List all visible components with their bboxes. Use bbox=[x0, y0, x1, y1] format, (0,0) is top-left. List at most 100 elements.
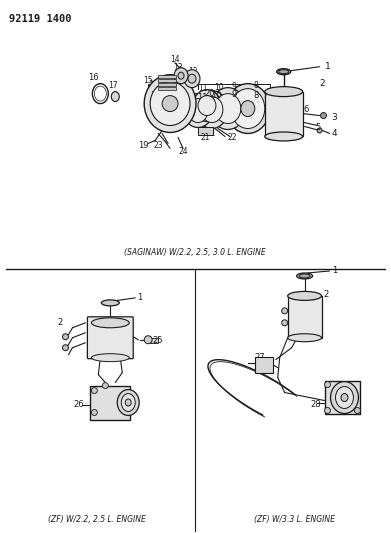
Bar bbox=[150, 338, 158, 343]
Ellipse shape bbox=[183, 94, 213, 127]
Text: 7: 7 bbox=[262, 91, 267, 100]
Circle shape bbox=[325, 408, 330, 414]
Text: 92119 1400: 92119 1400 bbox=[9, 14, 71, 24]
Circle shape bbox=[144, 336, 152, 344]
Text: (SAGINAW) W/2.2, 2.5, 3.0 L. ENGINE: (SAGINAW) W/2.2, 2.5, 3.0 L. ENGINE bbox=[124, 248, 266, 257]
Text: (ZF) W/2.2, 2.5 L. ENGINE: (ZF) W/2.2, 2.5 L. ENGINE bbox=[48, 515, 146, 524]
Ellipse shape bbox=[226, 84, 270, 133]
Text: 19: 19 bbox=[138, 141, 149, 150]
Bar bbox=[158, 79, 176, 82]
Ellipse shape bbox=[231, 88, 265, 128]
Ellipse shape bbox=[341, 393, 348, 401]
Text: 22: 22 bbox=[227, 133, 237, 142]
Bar bbox=[158, 75, 176, 78]
Text: 9: 9 bbox=[231, 82, 236, 91]
Ellipse shape bbox=[91, 318, 129, 328]
Ellipse shape bbox=[188, 74, 196, 83]
Text: 20: 20 bbox=[205, 89, 215, 98]
Text: 11: 11 bbox=[197, 93, 207, 102]
Ellipse shape bbox=[198, 95, 216, 116]
Ellipse shape bbox=[215, 94, 241, 124]
Circle shape bbox=[63, 345, 68, 351]
Ellipse shape bbox=[150, 82, 190, 125]
Ellipse shape bbox=[111, 92, 119, 102]
Text: 5: 5 bbox=[315, 123, 320, 132]
Text: 14: 14 bbox=[170, 55, 180, 64]
Circle shape bbox=[354, 408, 361, 414]
Ellipse shape bbox=[144, 75, 196, 133]
Text: 1: 1 bbox=[138, 293, 143, 302]
Circle shape bbox=[91, 409, 97, 415]
Text: 6: 6 bbox=[303, 105, 308, 114]
Text: 11: 11 bbox=[198, 84, 208, 93]
Ellipse shape bbox=[277, 69, 291, 75]
Ellipse shape bbox=[288, 334, 321, 342]
Text: 21: 21 bbox=[200, 133, 210, 142]
Circle shape bbox=[282, 320, 288, 326]
Circle shape bbox=[282, 308, 288, 314]
Circle shape bbox=[102, 383, 108, 389]
Text: 24: 24 bbox=[178, 147, 188, 156]
Ellipse shape bbox=[196, 91, 228, 128]
Text: 10: 10 bbox=[211, 91, 221, 100]
Text: 25: 25 bbox=[153, 336, 163, 345]
Text: 10: 10 bbox=[214, 83, 224, 92]
Ellipse shape bbox=[101, 300, 119, 306]
Text: 2: 2 bbox=[323, 290, 328, 300]
Ellipse shape bbox=[335, 386, 353, 408]
Ellipse shape bbox=[178, 72, 184, 79]
Circle shape bbox=[63, 334, 68, 340]
Circle shape bbox=[321, 112, 326, 118]
Text: 2: 2 bbox=[58, 318, 63, 327]
Text: 1: 1 bbox=[332, 266, 337, 276]
Text: 4: 4 bbox=[332, 129, 337, 138]
Text: 18: 18 bbox=[150, 91, 160, 100]
Text: 27: 27 bbox=[255, 353, 265, 362]
Ellipse shape bbox=[297, 273, 312, 279]
Ellipse shape bbox=[210, 87, 246, 130]
Text: 23: 23 bbox=[153, 141, 163, 150]
Bar bbox=[255, 357, 273, 373]
Ellipse shape bbox=[121, 393, 135, 411]
Text: 17: 17 bbox=[108, 81, 118, 90]
Text: 2: 2 bbox=[319, 79, 325, 88]
Ellipse shape bbox=[288, 292, 321, 301]
Ellipse shape bbox=[117, 390, 139, 415]
Text: 12: 12 bbox=[188, 67, 198, 76]
Circle shape bbox=[317, 128, 322, 133]
FancyBboxPatch shape bbox=[87, 317, 133, 359]
Ellipse shape bbox=[201, 96, 223, 123]
Bar bbox=[158, 87, 176, 90]
Circle shape bbox=[162, 95, 178, 111]
Bar bbox=[158, 83, 176, 86]
Text: 1: 1 bbox=[325, 62, 330, 71]
Circle shape bbox=[325, 382, 330, 387]
Bar bbox=[288, 296, 321, 338]
Ellipse shape bbox=[330, 382, 359, 414]
Text: (ZF) W/3.3 L. ENGINE: (ZF) W/3.3 L. ENGINE bbox=[254, 515, 335, 524]
Text: 15: 15 bbox=[143, 76, 153, 85]
Text: 26: 26 bbox=[73, 400, 84, 409]
Text: 28: 28 bbox=[310, 400, 321, 409]
Text: 8: 8 bbox=[253, 91, 258, 100]
Bar bbox=[90, 385, 130, 421]
Ellipse shape bbox=[184, 70, 200, 87]
Bar bbox=[198, 127, 213, 135]
Ellipse shape bbox=[174, 68, 188, 84]
Text: 9: 9 bbox=[231, 90, 237, 99]
Ellipse shape bbox=[279, 70, 289, 74]
Circle shape bbox=[91, 387, 97, 393]
Bar bbox=[265, 92, 303, 136]
Text: 16: 16 bbox=[88, 73, 99, 82]
Ellipse shape bbox=[91, 354, 129, 362]
Ellipse shape bbox=[265, 87, 303, 96]
Text: 8: 8 bbox=[253, 81, 258, 90]
Text: 3: 3 bbox=[332, 113, 337, 122]
Text: 13: 13 bbox=[173, 63, 183, 72]
Bar bbox=[325, 381, 361, 415]
Ellipse shape bbox=[193, 90, 221, 122]
Ellipse shape bbox=[265, 132, 303, 141]
Ellipse shape bbox=[299, 274, 310, 278]
Ellipse shape bbox=[125, 399, 131, 406]
Ellipse shape bbox=[188, 99, 208, 123]
